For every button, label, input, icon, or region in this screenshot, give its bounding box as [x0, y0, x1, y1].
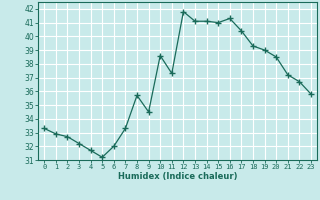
X-axis label: Humidex (Indice chaleur): Humidex (Indice chaleur): [118, 172, 237, 181]
